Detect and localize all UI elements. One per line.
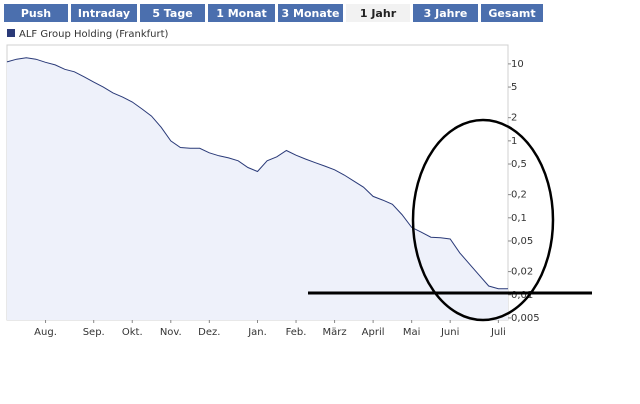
- x-tick-label: Mai: [403, 327, 421, 338]
- y-tick-label: 0,005: [511, 313, 540, 324]
- tab-label[interactable]: Gesamt: [488, 7, 535, 20]
- y-tick-label: 2: [511, 113, 517, 124]
- tab[interactable]: [140, 4, 205, 22]
- tab[interactable]: [208, 4, 275, 22]
- x-tick-label: Aug.: [34, 327, 57, 338]
- y-tick-label: 0,1: [511, 213, 527, 224]
- y-tick-label: 0,01: [511, 290, 533, 301]
- x-tick-label: Nov.: [160, 327, 182, 338]
- y-tick-label: 1: [511, 136, 517, 147]
- x-tick-label: Okt.: [122, 327, 143, 338]
- x-tick-label: Feb.: [286, 327, 307, 338]
- tab[interactable]: [278, 4, 343, 22]
- tab-label[interactable]: Push: [21, 7, 51, 20]
- tab[interactable]: [413, 4, 478, 22]
- tab-label[interactable]: 5 Tage: [152, 7, 192, 20]
- content: Push Intraday 5 Tage 1 Monat 3 Monate 1 Jahr 3…: [4, 4, 543, 338]
- y-tick-label: 0,2: [511, 190, 527, 201]
- tab-label[interactable]: 1 Monat: [216, 7, 267, 20]
- legend-label: ALF Group Holding (Frankfurt): [19, 29, 169, 40]
- line: [6, 57, 508, 290]
- tab[interactable]: [346, 4, 410, 22]
- y-tick-label: 0,5: [511, 159, 527, 170]
- hand-drawn-ellipse: [411, 118, 555, 322]
- tab-label[interactable]: 3 Monate: [282, 7, 340, 20]
- x-tick-label: Juli: [490, 327, 506, 338]
- legend-swatch: [7, 29, 15, 37]
- y-tick-label: 10: [511, 59, 524, 70]
- y-tick-label: 0,02: [511, 267, 533, 278]
- tab-label[interactable]: Intraday: [78, 7, 130, 20]
- y-tick-label: 5: [511, 82, 517, 93]
- tab-label[interactable]: 3 Jahre: [424, 7, 468, 20]
- x-tick-label: April: [362, 327, 385, 338]
- area: [7, 57, 508, 321]
- tab-label[interactable]: 1 Jahr: [360, 7, 397, 20]
- x-tick-label: Dez.: [198, 327, 220, 338]
- tab[interactable]: [481, 4, 543, 22]
- x-tick-label: März: [323, 327, 347, 338]
- y-tick-label: 0,05: [511, 236, 533, 247]
- x-tick-label: Jan.: [247, 327, 267, 338]
- x-tick-label: Sep.: [83, 327, 105, 338]
- tab[interactable]: [4, 4, 68, 22]
- x-tick-label: Juni: [440, 327, 459, 338]
- tab[interactable]: [71, 4, 137, 22]
